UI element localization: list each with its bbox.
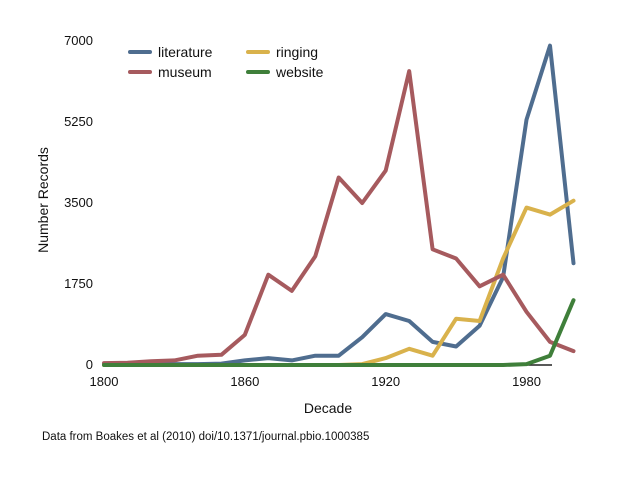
series-line-literature: [102, 43, 576, 367]
series-line-museum: [102, 69, 576, 366]
legend-label-website: website: [275, 64, 324, 80]
legend: literature ringing museum website: [128, 44, 324, 80]
x-tick-label: 1920: [371, 374, 400, 389]
y-tick-label: 0: [86, 357, 93, 372]
series-line-ringing: [102, 198, 576, 367]
y-tick-labels: 0 1750 3500 5250 7000: [64, 33, 93, 372]
legend-label-literature: literature: [158, 44, 213, 60]
series-line-website: [102, 298, 576, 367]
x-tick-label: 1860: [230, 374, 259, 389]
x-tick-labels: 1800 1860 1920 1980: [90, 374, 541, 389]
legend-label-ringing: ringing: [276, 44, 318, 60]
y-tick-label: 1750: [64, 276, 93, 291]
x-tick-label: 1980: [512, 374, 541, 389]
series-lines: [102, 43, 576, 367]
y-tick-label: 5250: [64, 114, 93, 129]
source-note: Data from Boakes et al (2010) doi/10.137…: [42, 431, 370, 443]
y-tick-label: 7000: [64, 33, 93, 48]
y-axis-label: Number Records: [35, 147, 51, 253]
x-axis-label: Decade: [304, 400, 352, 416]
y-tick-label: 3500: [64, 195, 93, 210]
legend-label-museum: museum: [158, 64, 212, 80]
x-tick-label: 1800: [90, 374, 119, 389]
